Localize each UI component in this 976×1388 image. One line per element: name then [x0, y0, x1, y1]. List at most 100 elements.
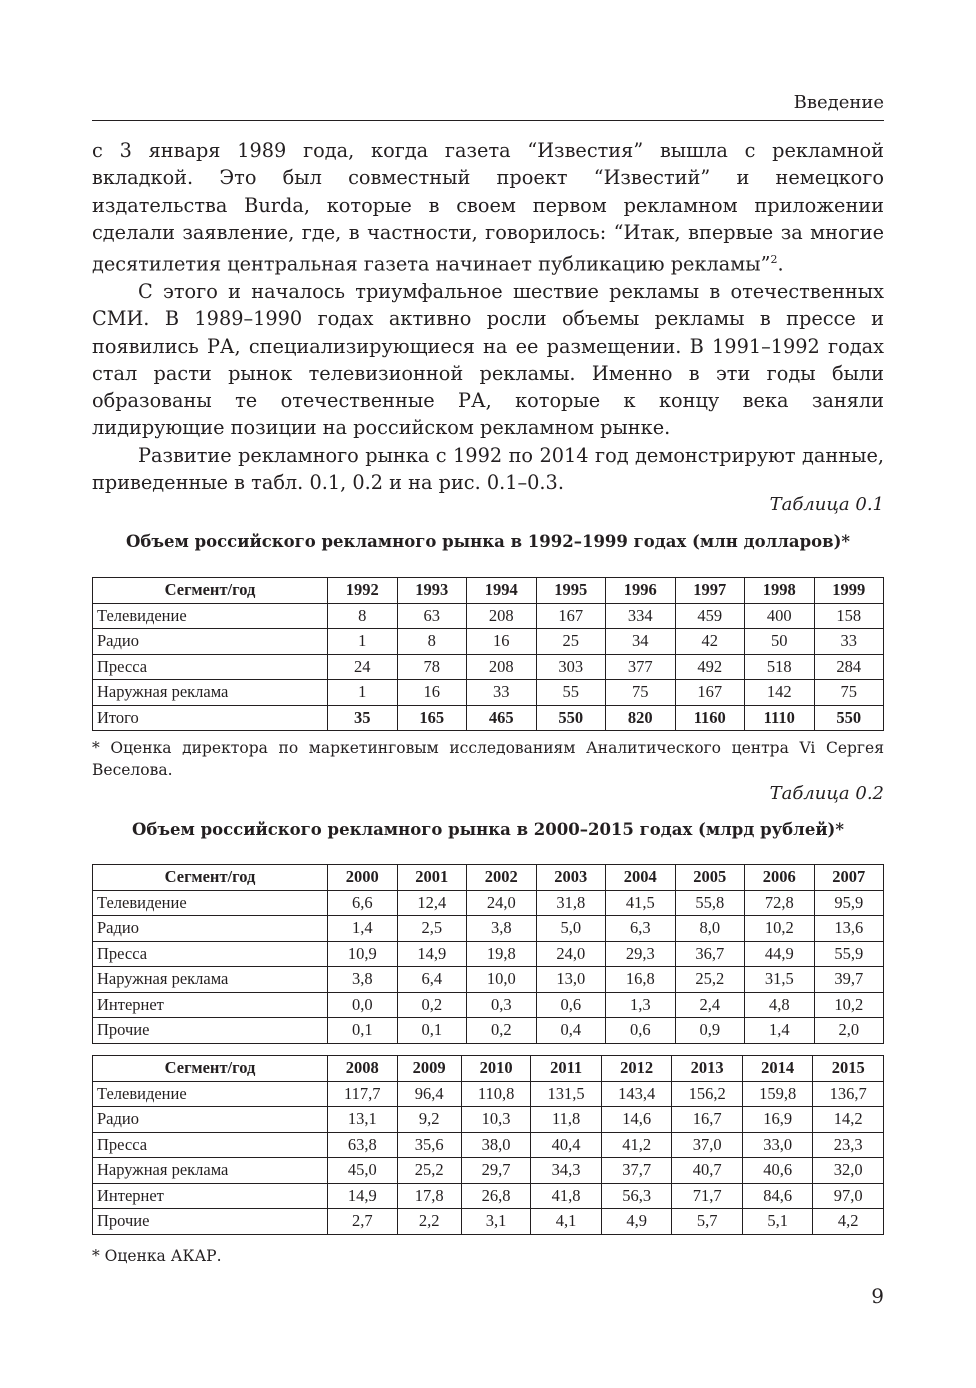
table-row: Телевидение 6,6 12,4 24,0 31,8 41,5 55,8 72,8 95…: [92, 889, 884, 916]
row-label: Прочие: [92, 1017, 328, 1044]
table-cell: 41,8: [530, 1182, 602, 1209]
table-cell: 17,8: [396, 1182, 462, 1209]
column-header: 2002: [466, 864, 537, 891]
table-cell: 0,2: [466, 1017, 537, 1044]
table-cell: 35,6: [396, 1131, 462, 1158]
row-label: Прочие: [92, 1208, 328, 1235]
table-cell: 158: [813, 602, 884, 629]
table-cell: 1,3: [605, 991, 676, 1018]
table-row: Итого 35 165 465 550 820 1160 1110 550: [92, 704, 884, 731]
table-cell: 40,6: [741, 1157, 814, 1184]
column-header: 1995: [535, 577, 606, 604]
body-text: с 3 января 1989 года, когда газета “Изве…: [92, 137, 884, 496]
table-cell: 16,9: [741, 1106, 814, 1133]
table-row: Наружная реклама 3,8 6,4 10,0 13,0 16,8 25,2 31…: [92, 966, 884, 993]
table-cell: 11,8: [530, 1106, 602, 1133]
table-cell: 39,7: [813, 966, 884, 993]
row-label: Наружная реклама: [92, 679, 328, 706]
table-cell: 25,2: [674, 966, 745, 993]
column-header: 2012: [600, 1055, 673, 1082]
table-cell: 1: [327, 679, 398, 706]
table-row: Наружная реклама 45,0 25,2 29,7 34,3 37,7 40,7…: [92, 1157, 884, 1184]
table-cell: 24,0: [466, 889, 537, 916]
table-cell: 5,0: [535, 915, 606, 942]
table-cell: 63,8: [327, 1131, 398, 1158]
row-label: Радио: [92, 628, 328, 655]
table-cell: 0,1: [327, 1017, 398, 1044]
table-cell: 465: [466, 704, 537, 731]
table-cell: 26,8: [460, 1182, 532, 1209]
table-cell: 96,4: [396, 1080, 462, 1107]
table-row: Радио 13,1 9,2 10,3 11,8 14,6 16,7 16,9 14,2: [92, 1106, 884, 1133]
table-cell: 131,5: [530, 1080, 602, 1107]
table-cell: 33: [813, 628, 884, 655]
row-label: Интернет: [92, 991, 328, 1018]
table-note: * Оценка АКАР.: [92, 1247, 222, 1265]
table-cell: 97,0: [812, 1182, 884, 1209]
column-header: 2007: [813, 864, 884, 891]
table-cell: 208: [466, 602, 537, 629]
table-cell: 37,0: [671, 1131, 743, 1158]
table-cell: 550: [535, 704, 606, 731]
column-header: 1996: [605, 577, 676, 604]
column-header: 2015: [812, 1055, 884, 1082]
table-cell: 6,4: [396, 966, 467, 993]
table-cell: 55,9: [813, 940, 884, 967]
table-cell: 41,2: [600, 1131, 673, 1158]
column-header: 2011: [530, 1055, 602, 1082]
table-cell: 24,0: [535, 940, 606, 967]
table-cell: 23,3: [812, 1131, 884, 1158]
table-cell: 2,2: [396, 1208, 462, 1235]
table-cell: 8: [396, 628, 467, 655]
table-cell: 3,8: [327, 966, 398, 993]
table-cell: 400: [744, 602, 815, 629]
table-cell: 136,7: [812, 1080, 884, 1107]
table-cell: 25: [535, 628, 606, 655]
column-header: Сегмент/год: [92, 864, 328, 891]
table-cell: 165: [396, 704, 467, 731]
table-cell: 2,7: [327, 1208, 398, 1235]
table-cell: 13,1: [327, 1106, 398, 1133]
table-row: Наружная реклама 1 16 33 55 75 167 142 75: [92, 679, 884, 706]
column-header: 2014: [741, 1055, 814, 1082]
running-header: Введение: [92, 90, 884, 121]
table-cell: 24: [327, 653, 398, 680]
table-cell: 72,8: [744, 889, 815, 916]
table-cell: 16,8: [605, 966, 676, 993]
table-cell: 31,5: [744, 966, 815, 993]
table-cell: 45,0: [327, 1157, 398, 1184]
table-cell: 42: [674, 628, 745, 655]
table-cell: 117,7: [327, 1080, 398, 1107]
column-header: Сегмент/год: [92, 577, 328, 604]
column-header: 2006: [744, 864, 815, 891]
table-cell: 3,8: [466, 915, 537, 942]
table-row: Интернет 14,9 17,8 26,8 41,8 56,3 71,7 84,6 97,0: [92, 1182, 884, 1209]
table-cell: 25,2: [396, 1157, 462, 1184]
table-cell: 303: [535, 653, 606, 680]
table-cell: 33,0: [741, 1131, 814, 1158]
table-row: Радио 1,4 2,5 3,8 5,0 6,3 8,0 10,2 13,6: [92, 915, 884, 942]
table-cell: 10,9: [327, 940, 398, 967]
page-number: 9: [871, 1284, 884, 1308]
table-cell: 12,4: [396, 889, 467, 916]
paragraph: с 3 января 1989 года, когда газета “Изве…: [92, 139, 884, 276]
table-cell: 55,8: [674, 889, 745, 916]
table-cell: 4,1: [530, 1208, 602, 1235]
table-cell: 56,3: [600, 1182, 673, 1209]
table-2008-2015: Сегмент/год 2008 2009 2010 2011 2012 2013 2014 2…: [92, 1055, 884, 1235]
table-cell: 5,1: [741, 1208, 814, 1235]
section-title: Введение: [793, 92, 884, 113]
table-cell: 0,2: [396, 991, 467, 1018]
table-row: Прочие 2,7 2,2 3,1 4,1 4,9 5,7 5,1 4,2: [92, 1208, 884, 1235]
column-header: 1999: [813, 577, 884, 604]
table-cell: 1160: [674, 704, 745, 731]
row-label: Пресса: [92, 1131, 328, 1158]
table-cell: 95,9: [813, 889, 884, 916]
column-header: Сегмент/год: [92, 1055, 328, 1082]
row-label: Итого: [92, 704, 328, 731]
table-cell: 2,4: [674, 991, 745, 1018]
column-header: 2004: [605, 864, 676, 891]
table-cell: 34,3: [530, 1157, 602, 1184]
table-cell: 518: [744, 653, 815, 680]
column-header: 2001: [396, 864, 467, 891]
